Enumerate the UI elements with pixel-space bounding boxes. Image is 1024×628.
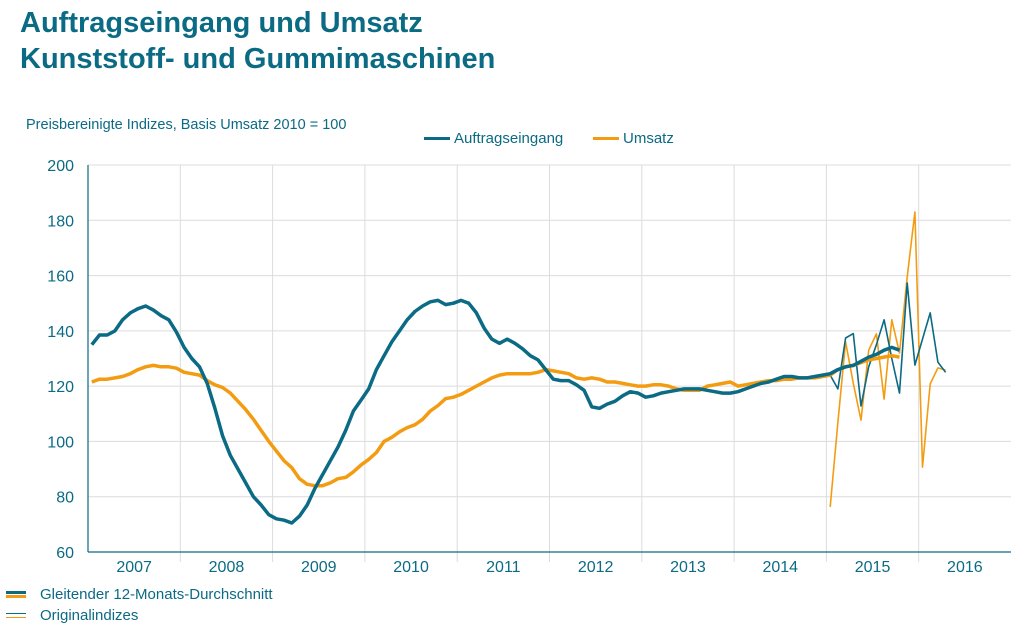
legend-label: Originalindizes (40, 607, 139, 624)
legend-auftragseingang: Auftragseingang (424, 130, 563, 147)
legend-swatch-thick (6, 591, 26, 598)
legend-original: Originalindizes (6, 607, 138, 624)
legend-swatch (593, 137, 619, 140)
legend-label: Auftragseingang (454, 130, 564, 147)
smoothed-auftragseingang-line (90, 298, 901, 525)
smoothed-umsatz-line (91, 353, 900, 488)
legend-label: Umsatz (623, 130, 674, 147)
x-tick-label: 2009 (301, 559, 337, 576)
y-tick-label: 200 (47, 158, 74, 175)
y-tick-label: 60 (56, 545, 74, 562)
y-tick-label: 120 (47, 379, 74, 396)
x-tick-label: 2012 (578, 559, 614, 576)
y-tick-label: 140 (47, 324, 74, 341)
original-auftragseingang-line (829, 282, 947, 407)
legend-label: Gleitender 12-Monats-Durchschnitt (40, 586, 273, 603)
legend-swatch-thin (6, 613, 26, 618)
x-tick-label: 2007 (116, 559, 152, 576)
y-tick-label: 80 (56, 490, 74, 507)
x-tick-label: 2013 (670, 559, 706, 576)
legend-swatch (424, 137, 450, 140)
chart-title-line2: Kunststoff- und Gummimaschinen (20, 43, 496, 75)
y-tick-label: 180 (47, 213, 74, 230)
chart-title-line1: Auftragseingang und Umsatz (20, 7, 423, 39)
chart-subtitle: Preisbereinigte Indizes, Basis Umsatz 20… (26, 117, 347, 133)
y-tick-label: 100 (47, 434, 74, 451)
y-tick-label: 160 (47, 269, 74, 286)
legend-smooth: Gleitender 12-Monats-Durchschnitt (6, 586, 273, 603)
original-umsatz-line (829, 211, 946, 507)
x-tick-label: 2008 (209, 559, 245, 576)
x-tick-label: 2010 (393, 559, 429, 576)
legend-umsatz: Umsatz (593, 130, 674, 147)
x-tick-label: 2016 (947, 559, 983, 576)
x-tick-label: 2014 (762, 559, 798, 576)
x-tick-label: 2011 (486, 559, 521, 576)
x-tick-label: 2015 (855, 559, 891, 576)
